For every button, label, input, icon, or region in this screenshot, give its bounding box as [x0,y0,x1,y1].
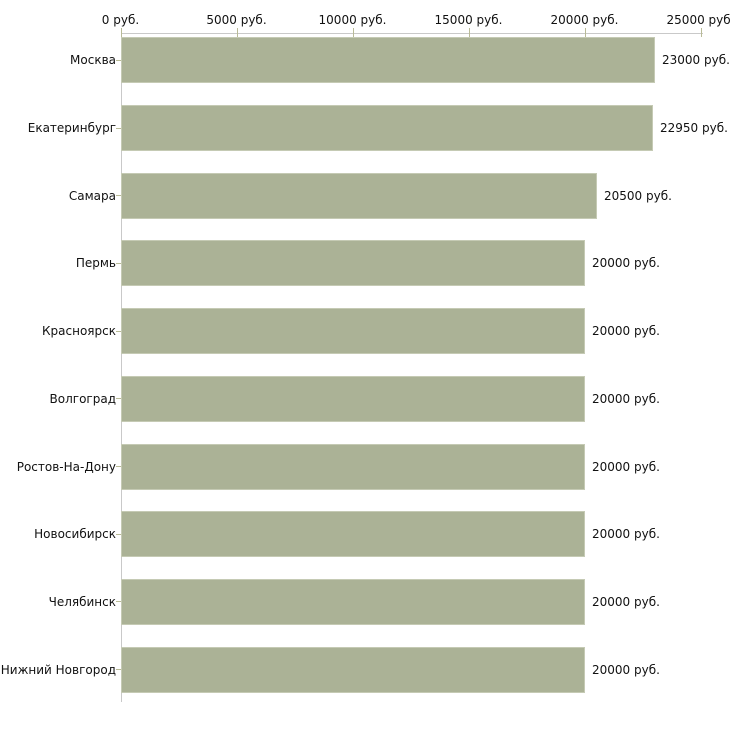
y-axis-tick-mark [115,127,121,129]
bar-value-label: 20000 руб. [592,662,660,677]
x-axis-tick-mark [120,27,122,37]
bar [121,240,585,287]
x-axis-tick-mark [700,27,702,37]
bar-value-label: 22950 руб. [660,121,728,135]
bar [121,375,585,422]
y-axis-line [120,32,122,702]
category-label: Нижний Новгород [0,662,116,677]
y-axis-tick-mark [115,669,121,671]
bar [121,511,585,558]
x-axis-tick-mark [468,27,470,37]
y-axis-tick-mark [115,466,121,467]
bar-value-label: 20000 руб. [592,459,660,474]
bar-value-label: 20000 руб. [592,391,660,406]
bar [121,105,653,151]
bar-value-label: 20000 руб. [592,256,660,271]
bar [121,578,585,625]
x-axis-tick-label: 20000 руб. [550,13,619,27]
bar-value-label: 20000 руб. [592,324,660,339]
bar-value-label: 23000 руб. [662,53,730,68]
x-axis-tick-label: 15000 руб. [434,13,503,27]
y-axis-tick-mark [115,398,121,400]
bar [121,308,585,355]
bar-value-label: 20500 руб. [604,188,672,203]
y-axis-tick-mark [115,59,121,61]
y-axis-tick-mark [115,195,121,197]
y-axis-tick-mark [115,601,121,603]
bar-value-label: 20000 руб. [592,594,660,609]
x-axis-tick-mark [584,27,586,37]
y-axis-tick-mark [115,533,121,535]
category-label: Пермь [75,256,116,271]
x-axis-tick-label: 10000 руб. [318,13,387,27]
category-label: Красноярск [42,324,116,339]
category-label: Екатеринбург [27,121,116,135]
bar [121,37,655,84]
x-axis-line [120,32,703,34]
category-label: Ростов-На-Дону [16,459,116,474]
category-label: Москва [70,53,116,68]
y-axis-tick-mark [115,330,121,332]
x-axis-tick-label: 25000 руб. [666,13,730,27]
x-axis-tick-label: 5000 руб. [206,13,267,27]
bar [121,646,585,693]
x-axis-tick-label: 0 руб. [101,13,140,27]
category-label: Волгоград [49,391,116,406]
x-axis-tick-mark [236,27,238,37]
bar [121,443,585,490]
category-label: Новосибирск [34,527,116,542]
y-axis-tick-mark [115,262,121,264]
category-label: Челябинск [48,594,116,609]
bar [121,172,597,219]
x-axis-tick-mark [352,27,354,37]
category-label: Самара [68,188,116,203]
bar-value-label: 20000 руб. [592,527,660,542]
